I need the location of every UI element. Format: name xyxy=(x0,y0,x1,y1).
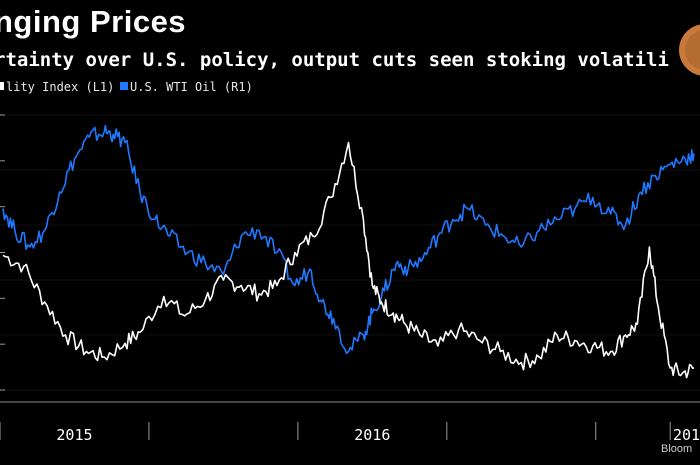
series-layer xyxy=(2,124,695,379)
legend-label-wti: U.S. WTI Oil (R1) xyxy=(130,80,253,94)
x-tick-label: 2016 xyxy=(354,426,390,444)
logo-badge xyxy=(679,24,700,76)
chart-title: nging Prices xyxy=(0,4,186,39)
legend-swatch-volatility xyxy=(0,82,4,90)
chart-subtitle: rtainty over U.S. policy, output cuts se… xyxy=(0,49,669,71)
gridlines xyxy=(0,114,700,391)
x-axis-ticks: 2015 2016 2017 xyxy=(0,422,700,444)
x-tick-label: 2015 xyxy=(56,426,92,444)
source-label: Bloom xyxy=(661,443,692,455)
left-axis-ticks xyxy=(0,114,5,391)
legend: lity Index (L1) U.S. WTI Oil (R1) xyxy=(0,80,253,94)
legend-label-volatility: lity Index (L1) xyxy=(6,80,114,94)
series-line-wti xyxy=(2,124,695,355)
x-tick-label: 2017 xyxy=(673,426,700,444)
series-line-volatility xyxy=(2,141,695,379)
legend-swatch-wti xyxy=(120,82,128,90)
